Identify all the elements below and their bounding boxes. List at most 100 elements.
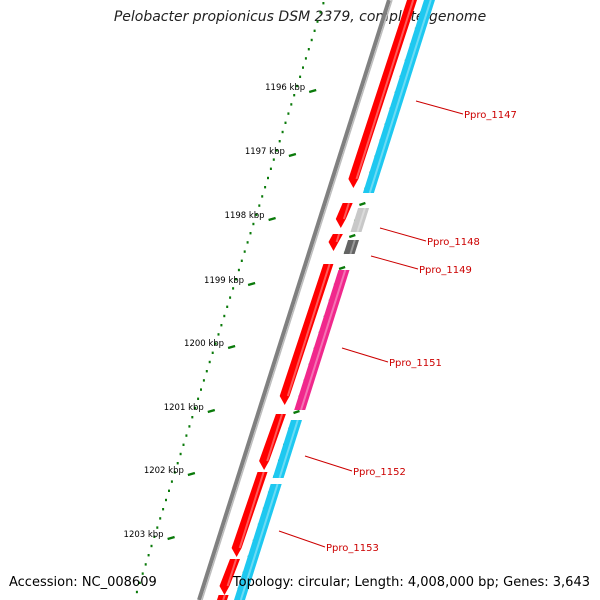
ruler-dot — [191, 416, 194, 419]
gene-label-leader — [370, 255, 419, 270]
ruler-dot — [229, 296, 232, 299]
ruler-dot — [176, 462, 179, 465]
ruler-tick-label: 1200 kbp — [184, 339, 224, 349]
gene-label: Ppro_1152 — [353, 467, 406, 478]
ruler-dot — [232, 287, 235, 290]
ruler-dot — [261, 195, 264, 198]
ruler-dot — [246, 241, 249, 244]
blast-hit-feature-shine — [300, 269, 347, 411]
ruler-tick-label: 1199 kbp — [204, 276, 244, 286]
ruler-dot — [267, 176, 269, 180]
ruler-dot — [156, 526, 159, 529]
ruler-major-tick — [288, 152, 297, 158]
ruler-dot — [249, 232, 252, 235]
cds-gene-feature-shine — [266, 413, 284, 462]
blast-hit-feature — [234, 484, 282, 600]
ruler-major-tick — [268, 216, 276, 222]
ruler-tick-label: 1196 kbp — [265, 83, 305, 93]
ruler-dot — [162, 508, 165, 511]
accession-text: Accession: NC_008609 — [9, 575, 157, 590]
cds-gene-feature — [279, 264, 334, 405]
ruler-dot — [275, 149, 278, 152]
ruler-dot — [296, 84, 299, 88]
ruler-dot — [168, 489, 170, 492]
cds-gene-feature-shine — [222, 594, 226, 600]
ruler-dot — [223, 314, 226, 318]
ruler-tick-label: 1201 kbp — [164, 403, 204, 413]
ruler-dot — [217, 333, 220, 336]
ruler-dot — [200, 388, 202, 391]
blast-hit-feature — [350, 208, 370, 232]
gc-tick — [359, 201, 366, 207]
blast-hit-feature — [343, 240, 359, 254]
ruler-dot — [310, 38, 313, 42]
cds-gene-feature — [231, 472, 268, 557]
blast-hit-feature — [294, 270, 350, 410]
ruler-major-tick — [227, 344, 236, 350]
blast-hit-feature-shine — [356, 207, 366, 233]
gene-label-leader — [415, 100, 464, 115]
gene-label: Ppro_1147 — [464, 110, 517, 121]
ruler-dot — [322, 2, 325, 5]
ruler-dot — [202, 379, 205, 382]
ruler-dot — [316, 20, 319, 23]
gene-label: Ppro_1153 — [326, 543, 379, 554]
ruler-tick-label: 1203 kbp — [124, 530, 164, 540]
ruler-dot — [319, 11, 322, 14]
blast-track — [234, 0, 435, 600]
ruler-tick-label: 1198 kbp — [225, 211, 265, 221]
ruler-dot — [278, 140, 281, 143]
ruler-dot — [293, 94, 296, 97]
ruler-dot — [150, 544, 153, 548]
ruler-dot — [141, 572, 144, 575]
ruler-dot — [182, 443, 185, 446]
ruler-dot — [258, 204, 261, 207]
ruler-dot — [237, 268, 240, 272]
ruler-dot — [252, 222, 255, 226]
gc-tick — [348, 233, 356, 239]
ruler-dot — [302, 66, 304, 69]
cds-track — [217, 0, 417, 600]
ruler-major-tick — [207, 408, 216, 414]
cds-gene-feature — [335, 203, 353, 228]
cds-gene-feature-shine — [335, 233, 341, 243]
cds-gene-feature — [219, 559, 240, 595]
ruler-dot — [220, 324, 223, 327]
cds-gene-feature — [259, 414, 286, 470]
ruler-dot — [269, 167, 272, 170]
genome-summary-text: Topology: circular; Length: 4,008,000 bp… — [232, 575, 590, 590]
ruler-dots — [135, 2, 325, 594]
ruler-dot — [272, 158, 275, 161]
ruler-dot — [194, 406, 197, 410]
ruler-dot — [179, 452, 182, 456]
ruler-dot — [226, 305, 229, 308]
ruler-dot — [165, 498, 167, 502]
ruler-major-tick — [247, 281, 256, 287]
ruler-dot — [197, 397, 200, 400]
cds-gene-feature-shine — [342, 202, 350, 220]
ruler-tick-label: 1197 kbp — [245, 147, 285, 157]
gene-label: Ppro_1149 — [419, 265, 472, 276]
ruler-dot — [153, 535, 156, 538]
ruler-major-tick — [167, 535, 175, 541]
ruler-dot — [287, 112, 290, 115]
ruler-dot — [185, 434, 188, 437]
ruler-dot — [299, 75, 302, 78]
blast-hit-feature — [362, 0, 435, 193]
ruler-dot — [170, 480, 173, 483]
ruler-dot — [144, 563, 147, 566]
blast-hit-feature-shine — [239, 483, 279, 600]
ruler-dot — [290, 103, 293, 106]
ruler: 1196 kbp 1197 kbp 1198 kbp 1199 kbp 1200 kbp… — [124, 83, 317, 541]
cds-gene-feature-shine — [238, 471, 265, 549]
ruler-dot — [284, 121, 287, 124]
ruler-dot — [235, 278, 237, 281]
ruler-dot — [147, 554, 150, 557]
cds-gene-feature-shine — [355, 0, 415, 180]
gc-tick — [293, 409, 300, 415]
ruler-dot — [208, 360, 211, 364]
ruler-major-tick — [187, 471, 196, 477]
gene-labels: Ppro_1147 Ppro_1148 Ppro_1149 Ppro_1151 Ppro… — [278, 100, 517, 554]
ruler-dot — [307, 48, 310, 51]
blast-hit-feature-shine — [278, 419, 299, 479]
